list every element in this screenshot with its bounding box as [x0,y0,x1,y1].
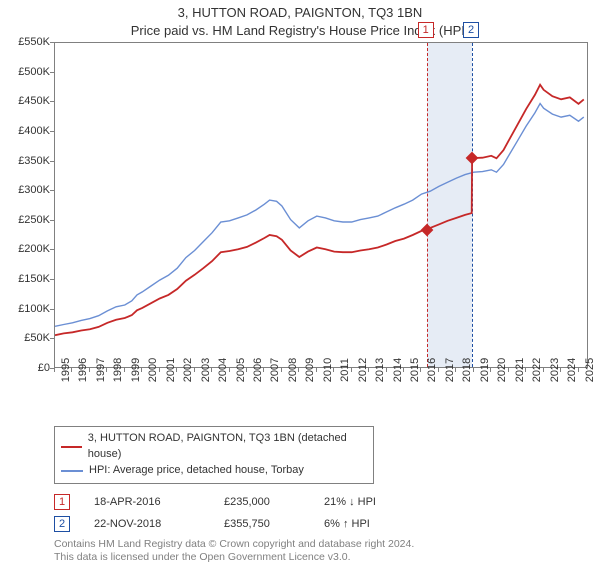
xtick-label: 2019 [473,358,491,382]
xtick-label: 1997 [89,358,107,382]
ytick-label: £450K [4,95,50,107]
legend-swatch [61,470,83,472]
ytick-mark [50,338,54,339]
xtick-label: 2013 [368,358,386,382]
ytick-mark [50,220,54,221]
xtick-label: 2018 [455,358,473,382]
ytick-label: £200K [4,243,50,255]
xtick-label: 2023 [543,358,561,382]
xtick-label: 2009 [298,358,316,382]
ytick-mark [50,161,54,162]
sales-row-marker: 2 [54,516,70,532]
footnote: Contains HM Land Registry data © Crown c… [54,538,588,565]
legend-label: HPI: Average price, detached house, Torb… [89,463,304,479]
ytick-label: £250K [4,214,50,226]
sales-row-date: 22-NOV-2018 [94,518,224,530]
xtick-label: 2024 [560,358,578,382]
xtick-label: 2021 [508,358,526,382]
legend-swatch [61,446,82,448]
page-subtitle: Price paid vs. HM Land Registry's House … [0,22,600,40]
ytick-label: £300K [4,184,50,196]
ytick-mark [50,72,54,73]
xtick-label: 2007 [263,358,281,382]
xtick-label: 1998 [106,358,124,382]
xtick-label: 2012 [351,358,369,382]
xtick-label: 2014 [386,358,404,382]
ytick-label: £350K [4,155,50,167]
legend-box: 3, HUTTON ROAD, PAIGNTON, TQ3 1BN (detac… [54,426,374,484]
xtick-label: 2003 [194,358,212,382]
xtick-label: 2020 [490,358,508,382]
plot-area [54,42,588,368]
legend-label: 3, HUTTON ROAD, PAIGNTON, TQ3 1BN (detac… [88,431,367,463]
sales-row-diff: 6% ↑ HPI [324,518,424,530]
sales-row-date: 18-APR-2016 [94,496,224,508]
sales-row: 1 18-APR-2016£235,00021% ↓ HPI [54,494,588,510]
legend-item: 3, HUTTON ROAD, PAIGNTON, TQ3 1BN (detac… [61,431,367,463]
xtick-label: 2010 [316,358,334,382]
ytick-mark [50,101,54,102]
ytick-label: £150K [4,273,50,285]
xtick-label: 2005 [229,358,247,382]
ytick-mark [50,279,54,280]
ytick-label: £100K [4,303,50,315]
sales-row-price: £235,000 [224,496,324,508]
legend-area: 3, HUTTON ROAD, PAIGNTON, TQ3 1BN (detac… [54,426,588,565]
ytick-label: £500K [4,66,50,78]
callout-box: 2 [463,22,479,38]
xtick-label: 1996 [71,358,89,382]
page-title: 3, HUTTON ROAD, PAIGNTON, TQ3 1BN [0,4,600,22]
xtick-label: 2011 [333,358,351,382]
xtick-label: 2025 [578,358,596,382]
ytick-label: £400K [4,125,50,137]
ytick-mark [50,131,54,132]
sales-row-marker: 1 [54,494,70,510]
xtick-label: 2008 [281,358,299,382]
xtick-label: 2015 [403,358,421,382]
ytick-mark [50,309,54,310]
ytick-mark [50,190,54,191]
xtick-label: 1995 [54,358,72,382]
footnote-line-1: Contains HM Land Registry data © Crown c… [54,538,588,552]
xtick-label: 2016 [420,358,438,382]
xtick-label: 2022 [525,358,543,382]
footnote-line-2: This data is licensed under the Open Gov… [54,551,588,565]
sales-row-diff: 21% ↓ HPI [324,496,424,508]
chart-area: £0 £50K £100K £150K £200K £250K £300K £350K £400… [0,42,600,422]
xtick-label: 2001 [159,358,177,382]
ytick-label: £50K [4,332,50,344]
xtick-label: 1999 [124,358,142,382]
series-svg [55,43,589,369]
ytick-label: £550K [4,36,50,48]
ytick-mark [50,249,54,250]
sales-row-price: £355,750 [224,518,324,530]
xtick-label: 2000 [141,358,159,382]
xtick-label: 2017 [438,358,456,382]
xtick-label: 2002 [176,358,194,382]
xtick-label: 2006 [246,358,264,382]
sales-table: 1 18-APR-2016£235,00021% ↓ HPI 2 22-NOV-201… [54,494,588,532]
legend-item: HPI: Average price, detached house, Torb… [61,463,367,479]
ytick-label: £0 [4,362,50,374]
sales-row: 2 22-NOV-2018£355,7506% ↑ HPI [54,516,588,532]
callout-box: 1 [418,22,434,38]
series-hpi [55,104,584,327]
xtick-label: 2004 [211,358,229,382]
ytick-mark [50,42,54,43]
